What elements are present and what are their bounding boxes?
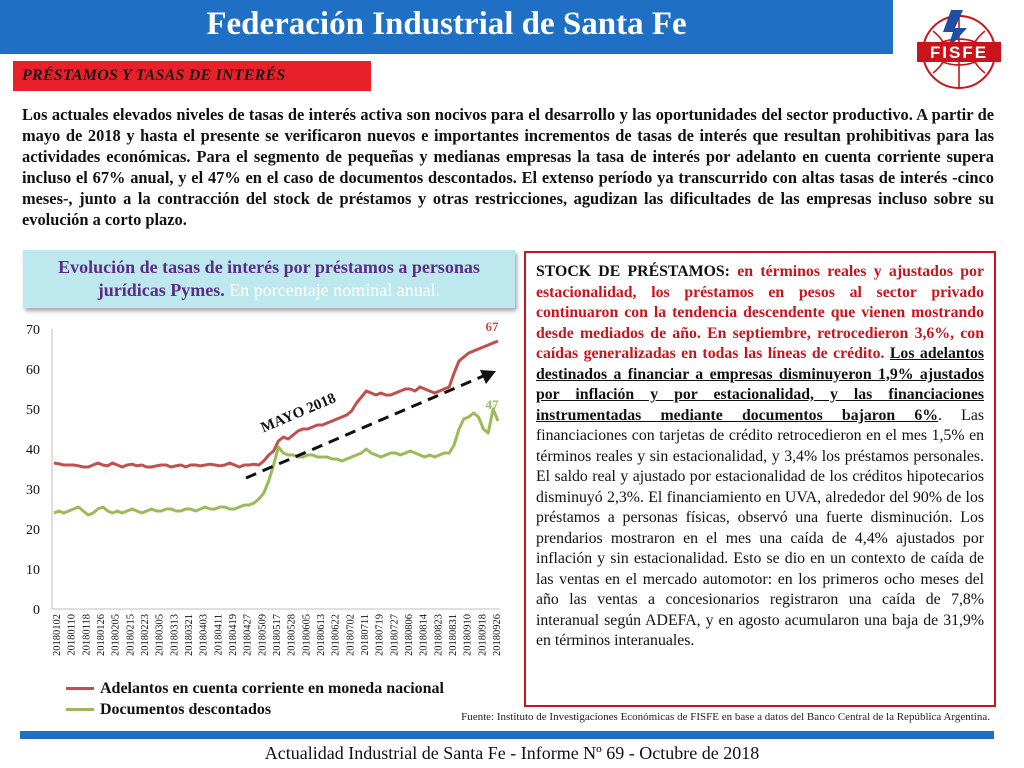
stock-rest-text: . Las financiaciones con tarjetas de cré… bbox=[536, 406, 984, 650]
x-tick-label: 20180926 bbox=[492, 614, 503, 656]
stock-lead: STOCK DE PRÉSTAMOS: bbox=[536, 263, 738, 280]
chart-legend: Adelantos en cuenta corriente en moneda … bbox=[66, 678, 444, 720]
x-tick-label: 20180622 bbox=[331, 614, 342, 656]
x-tick-label: 20180823 bbox=[433, 614, 444, 656]
y-tick-label: 40 bbox=[26, 443, 40, 458]
source-note: Fuente: Instituto de Investigaciones Eco… bbox=[461, 711, 990, 723]
end-label-documentos: 47 bbox=[486, 397, 500, 412]
legend-item-adelantos: Adelantos en cuenta corriente en moneda … bbox=[66, 678, 444, 699]
x-tick-label: 20180509 bbox=[257, 614, 268, 656]
stock-underlined-text: Los adelantos destinados a financiar a e… bbox=[536, 345, 985, 424]
x-tick-label: 20180528 bbox=[287, 614, 298, 656]
legend-swatch-adelantos bbox=[66, 687, 94, 690]
x-tick-label: 20180711 bbox=[360, 614, 371, 656]
x-tick-label: 20180110 bbox=[67, 614, 78, 656]
chart-title: Evolución de tasas de interés por présta… bbox=[23, 256, 515, 302]
y-tick-label: 20 bbox=[26, 523, 40, 538]
series-line-documentos bbox=[53, 407, 500, 517]
x-tick-label: 20180719 bbox=[375, 614, 386, 656]
stock-red-text: en términos reales y ajustados por estac… bbox=[536, 263, 984, 362]
legend-swatch-documentos bbox=[66, 708, 94, 711]
x-tick-label: 20180806 bbox=[404, 614, 415, 656]
x-tick-label: 20180517 bbox=[272, 614, 283, 656]
y-tick-label: 30 bbox=[26, 483, 40, 498]
x-tick-label: 20180403 bbox=[199, 614, 210, 656]
legend-label-adelantos: Adelantos en cuenta corriente en moneda … bbox=[100, 679, 444, 697]
section-tag-label: PRÉSTAMOS Y TASAS DE INTERÉS bbox=[22, 67, 286, 84]
legend-item-documentos: Documentos descontados bbox=[66, 699, 444, 720]
fisfe-logo: FISFE bbox=[917, 10, 1001, 89]
bottom-bar bbox=[20, 731, 994, 739]
logo-text: FISFE bbox=[930, 43, 988, 62]
x-tick-label: 20180321 bbox=[184, 614, 195, 656]
x-tick-label: 20180814 bbox=[419, 613, 430, 656]
y-tick-label: 50 bbox=[26, 403, 40, 418]
section-tag: PRÉSTAMOS Y TASAS DE INTERÉS bbox=[13, 61, 371, 91]
intro-paragraph: Los actuales elevados niveles de tasas d… bbox=[22, 105, 994, 229]
y-tick-label: 70 bbox=[26, 323, 40, 338]
line-chart: 0 10 20 30 40 50 60 70 20180102 20180110 20180118 2… bbox=[26, 319, 503, 656]
header-bar bbox=[0, 0, 893, 54]
x-tick-label: 20180411 bbox=[213, 614, 224, 656]
x-tick-label: 20180419 bbox=[228, 614, 239, 656]
footer-text: Actualidad Industrial de Santa Fe - Info… bbox=[264, 743, 760, 763]
stock-prestamos-box: STOCK DE PRÉSTAMOS: en términos reales y… bbox=[524, 251, 996, 707]
x-tick-label: 20180102 bbox=[52, 614, 63, 656]
page-title: Federación Industrial de Santa Fe bbox=[206, 6, 687, 42]
x-tick-label: 20180223 bbox=[140, 614, 151, 656]
chart-title-sub: En porcentaje nominal anual. bbox=[224, 280, 441, 300]
legend-label-documentos: Documentos descontados bbox=[100, 700, 272, 718]
trend-arrow-line bbox=[245, 372, 489, 480]
y-tick-label: 0 bbox=[33, 603, 40, 618]
x-tick-label: 20180727 bbox=[389, 614, 400, 656]
y-tick-label: 60 bbox=[26, 363, 40, 378]
x-tick-label: 20180118 bbox=[81, 614, 92, 656]
x-tick-label: 20180427 bbox=[243, 614, 254, 656]
x-tick-label: 20180702 bbox=[345, 614, 356, 656]
chart-title-main: Evolución de tasas de interés por présta… bbox=[58, 257, 480, 300]
x-tick-label: 20180613 bbox=[316, 614, 327, 656]
trend-arrow-head bbox=[480, 370, 496, 384]
chart-title-box: Evolución de tasas de interés por présta… bbox=[23, 250, 515, 308]
x-tick-label: 20180305 bbox=[155, 614, 166, 656]
x-tick-label: 20180831 bbox=[448, 614, 459, 656]
x-tick-label: 20180910 bbox=[463, 614, 474, 656]
x-tick-label: 20180215 bbox=[125, 614, 136, 656]
x-tick-label: 20180313 bbox=[169, 614, 180, 656]
y-tick-label: 10 bbox=[26, 563, 40, 578]
series-line-adelantos bbox=[53, 339, 499, 469]
x-tick-label: 20180605 bbox=[301, 614, 312, 656]
end-label-adelantos: 67 bbox=[486, 319, 500, 334]
x-tick-label: 20180205 bbox=[111, 614, 122, 656]
x-tick-label: 20180918 bbox=[477, 614, 488, 656]
x-tick-label: 20180126 bbox=[96, 614, 107, 656]
